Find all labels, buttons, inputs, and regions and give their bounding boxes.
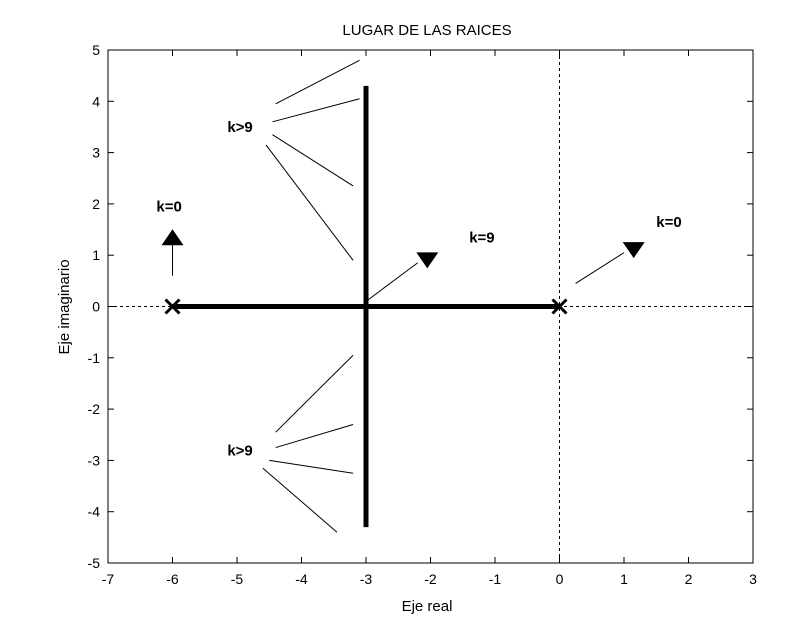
annotation-label: k=0 <box>656 214 681 231</box>
x-tick-label: -7 <box>102 571 115 587</box>
x-tick-label: 1 <box>620 571 628 587</box>
x-tick-label: -6 <box>166 571 179 587</box>
arrow-shaft <box>365 262 418 302</box>
x-tick-label: -5 <box>231 571 244 587</box>
annotation-label: k=9 <box>469 229 494 246</box>
annotation-label: k>9 <box>227 119 252 136</box>
arrow-shaft <box>575 252 625 284</box>
annotation-pointer-line <box>272 134 354 187</box>
annotation-pointer-line <box>265 144 354 261</box>
annotation-pointer-line <box>275 59 360 105</box>
x-axis-label: Eje real <box>402 598 453 615</box>
y-tick-label: -1 <box>88 350 101 366</box>
x-tick-label: -3 <box>360 571 373 587</box>
x-tick-label: 3 <box>749 571 757 587</box>
x-tick-label: -2 <box>424 571 437 587</box>
y-tick-label: 3 <box>92 145 100 161</box>
annotation-pointer-line <box>275 354 354 433</box>
y-tick-label: 5 <box>92 42 100 58</box>
arrow-head-triangle <box>161 229 184 246</box>
annotation-label: k=0 <box>156 199 181 216</box>
y-tick-label: 1 <box>92 247 100 263</box>
arrow-head-triangle <box>622 242 645 259</box>
y-tick-label: 4 <box>92 93 100 109</box>
arrow-head-triangle <box>416 252 439 269</box>
annotation-pointer-line <box>272 98 360 123</box>
y-tick-label: -3 <box>88 452 101 468</box>
y-tick-label: 2 <box>92 196 100 212</box>
annotation-pointer-line <box>269 459 354 474</box>
x-tick-label: 2 <box>685 571 693 587</box>
x-tick-label: -4 <box>295 571 308 587</box>
annotation-pointer-line <box>262 467 338 533</box>
y-tick-label: -2 <box>88 401 101 417</box>
x-tick-label: -1 <box>489 571 502 587</box>
pole-marker <box>551 298 568 315</box>
annotation-pointer-line <box>275 424 354 449</box>
plot-area: -7 -6 -5 -4 -3 -2 -1 0 1 2 3 -5 -4 -3 -2 -1 0 1 2 3 4 5 k=0 k=0… <box>88 42 758 587</box>
y-tick-label: -4 <box>88 504 101 520</box>
chart-title: LUGAR DE LAS RAICES <box>342 22 511 39</box>
y-tick-label: -5 <box>88 555 101 571</box>
y-tick-label: 0 <box>92 299 100 315</box>
x-tick-label: 0 <box>556 571 564 587</box>
annotation-label: k>9 <box>227 442 252 459</box>
pole-marker <box>164 298 181 315</box>
pole-marker-stroke <box>164 298 181 315</box>
y-axis-label: Eje imaginario <box>56 259 73 354</box>
pole-marker-stroke <box>551 298 568 315</box>
